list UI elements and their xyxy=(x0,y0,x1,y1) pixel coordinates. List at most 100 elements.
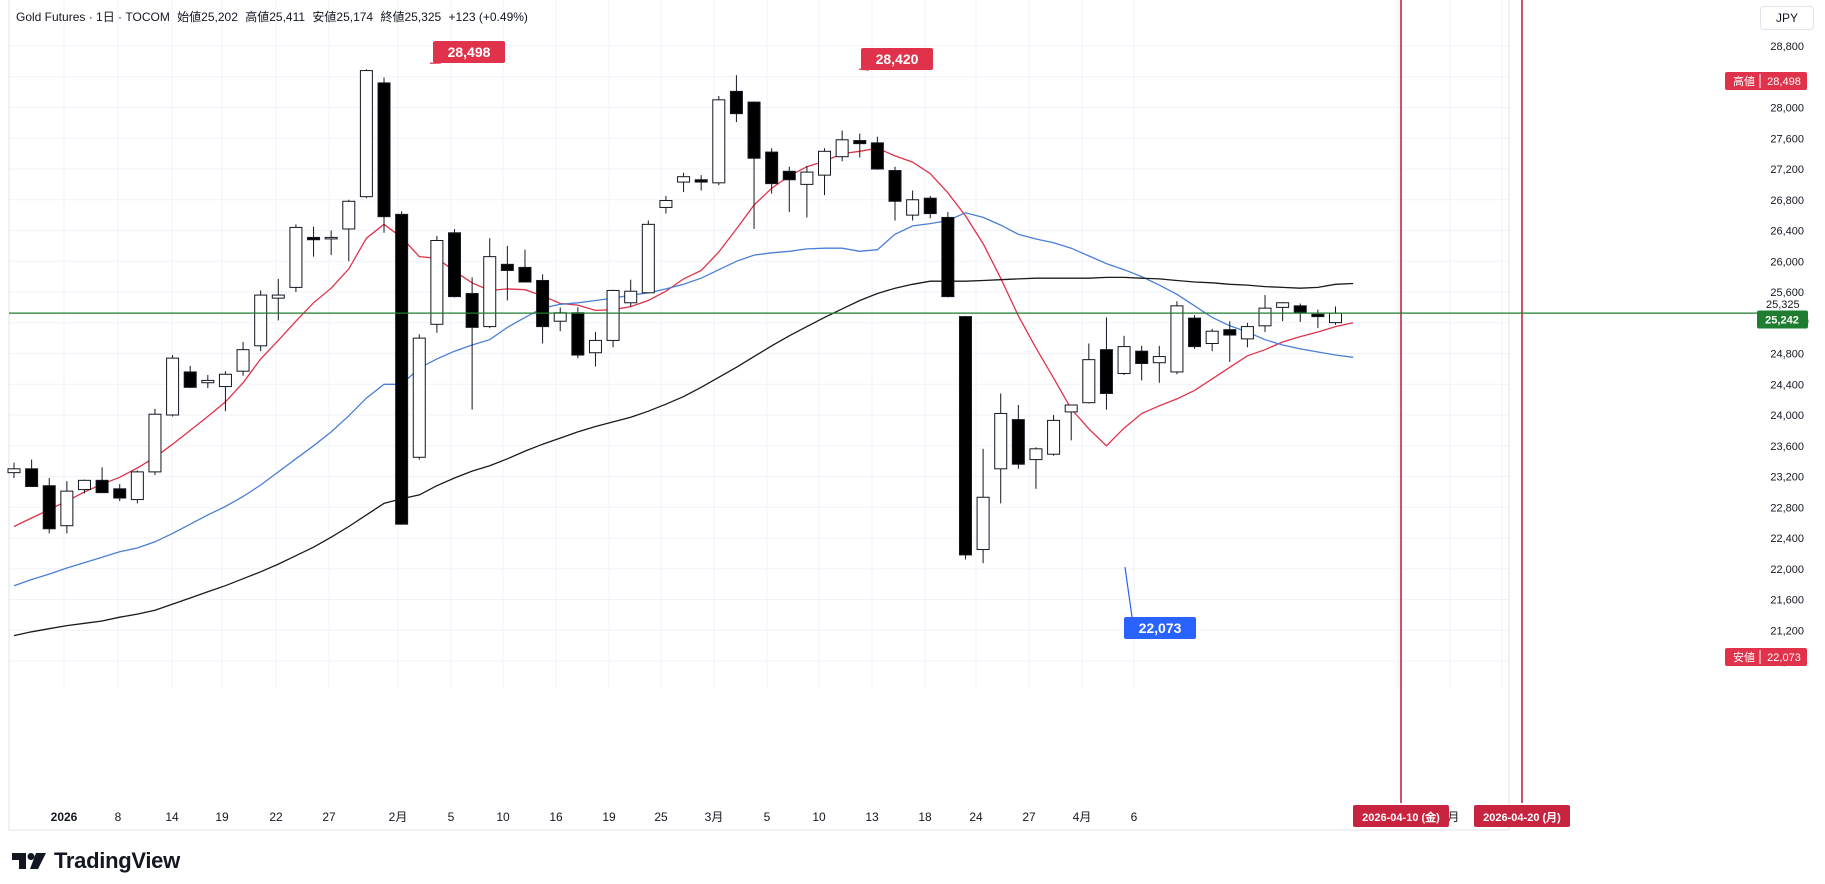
time-tick-label: 13 xyxy=(865,810,879,824)
price-tick-label: 26,800 xyxy=(1770,195,1804,207)
candle xyxy=(1276,301,1290,322)
time-tick-label: 22 xyxy=(269,810,283,824)
candle-body xyxy=(958,316,972,556)
time-tick-label: 8 xyxy=(115,810,122,824)
current-price-label: 25,325 xyxy=(1766,299,1800,311)
candle xyxy=(870,136,884,170)
low-value: 25,174 xyxy=(336,10,374,24)
candle-body xyxy=(95,479,109,494)
candle-body xyxy=(25,468,39,487)
candle-body xyxy=(201,379,215,384)
time-tick-label: 14 xyxy=(165,810,179,824)
marker-low-pointer xyxy=(1124,567,1133,618)
candle-body xyxy=(1258,307,1272,327)
candle-body xyxy=(518,266,532,283)
close-value: 25,325 xyxy=(404,10,442,24)
high-tag xyxy=(1725,72,1807,90)
marker-high-2-label: 28,420 xyxy=(876,51,919,67)
candle-body xyxy=(782,170,796,181)
extreme-markers: 28,498 28,420 22,073 xyxy=(429,41,1196,639)
candle xyxy=(641,220,655,294)
time-tick-label: 6 xyxy=(1131,810,1138,824)
candle-body xyxy=(588,339,602,354)
time-tick-label: 27 xyxy=(322,810,336,824)
candle xyxy=(148,408,162,475)
candle xyxy=(236,341,250,376)
candle xyxy=(1152,345,1166,383)
candle-body xyxy=(888,170,902,202)
time-tick-label: 27 xyxy=(1022,810,1036,824)
candle-body xyxy=(342,200,356,230)
time-tick-label: 25 xyxy=(654,810,668,824)
time-tick-label: 4月 xyxy=(1073,810,1092,824)
candle-body xyxy=(818,150,832,176)
marker-low-label: 22,073 xyxy=(1139,620,1182,636)
candlestick-series xyxy=(7,69,1342,564)
candle-body xyxy=(729,90,743,115)
candle xyxy=(271,278,285,321)
time-tick-label: 19 xyxy=(215,810,229,824)
candle xyxy=(60,481,74,534)
highlight-date-label: 2026-04-10 (金) xyxy=(1362,810,1440,824)
candle xyxy=(183,365,197,389)
candle xyxy=(1170,301,1184,375)
candle xyxy=(324,230,338,256)
candle-body xyxy=(906,199,920,216)
chart-grid xyxy=(8,0,1510,831)
ma-value-label: 25,242 xyxy=(1765,315,1799,327)
candle-body xyxy=(271,294,285,299)
candle-body xyxy=(324,236,338,240)
candle-body xyxy=(395,213,409,525)
candle xyxy=(483,238,497,329)
candle-body xyxy=(254,294,268,347)
candle-body xyxy=(994,412,1008,470)
low-label: 安値 xyxy=(312,10,337,24)
candle xyxy=(500,245,514,301)
candle-body xyxy=(677,176,691,183)
price-tick-label: 24,000 xyxy=(1770,410,1804,422)
candle-body xyxy=(694,179,708,183)
low-tag-label: 安値 xyxy=(1733,650,1755,664)
currency-button[interactable]: JPY xyxy=(1760,6,1814,30)
candle-body xyxy=(1170,305,1184,373)
price-tick-label: 28,800 xyxy=(1770,41,1804,53)
candle xyxy=(307,226,321,257)
candle xyxy=(254,290,268,352)
candle-body xyxy=(77,479,91,491)
candle-body xyxy=(1064,404,1078,413)
candle-body xyxy=(60,490,74,527)
candle xyxy=(289,224,303,292)
price-tick-label: 22,400 xyxy=(1770,533,1804,545)
tradingview-logo[interactable]: TradingView xyxy=(12,848,180,873)
candle-body xyxy=(113,488,127,499)
price-tick-label: 28,000 xyxy=(1770,103,1804,115)
price-tick-label: 22,800 xyxy=(1770,502,1804,514)
time-tick-label: 18 xyxy=(918,810,932,824)
candle-body xyxy=(571,312,585,356)
candle xyxy=(976,448,990,564)
candle-body xyxy=(465,293,479,328)
candle xyxy=(166,355,180,417)
low-tag xyxy=(1725,648,1807,666)
candle-body xyxy=(1188,317,1202,348)
candle xyxy=(694,175,708,191)
candle xyxy=(412,334,426,460)
candle xyxy=(201,375,215,389)
candle xyxy=(95,467,109,494)
price-tick-label: 21,200 xyxy=(1770,625,1804,637)
price-tick-label: 27,200 xyxy=(1770,164,1804,176)
candle-body xyxy=(1082,359,1096,404)
candle-body xyxy=(659,200,673,208)
candle-body xyxy=(448,232,461,298)
highlight-date-tag xyxy=(1353,805,1449,827)
price-tick-label: 23,200 xyxy=(1770,472,1804,484)
candle xyxy=(588,331,602,367)
candle-body xyxy=(359,70,373,198)
candle-body xyxy=(624,290,638,304)
time-axis: 2026 8 14 19 22 27 2月 5 10 16 19 25 3月 5 10 13 18 24 27 4月 6… xyxy=(51,805,1570,827)
moving-average-line-1 xyxy=(13,147,1354,528)
candle-body xyxy=(800,171,814,185)
marker-low: 22,073 xyxy=(1124,567,1196,639)
candle xyxy=(818,148,832,196)
